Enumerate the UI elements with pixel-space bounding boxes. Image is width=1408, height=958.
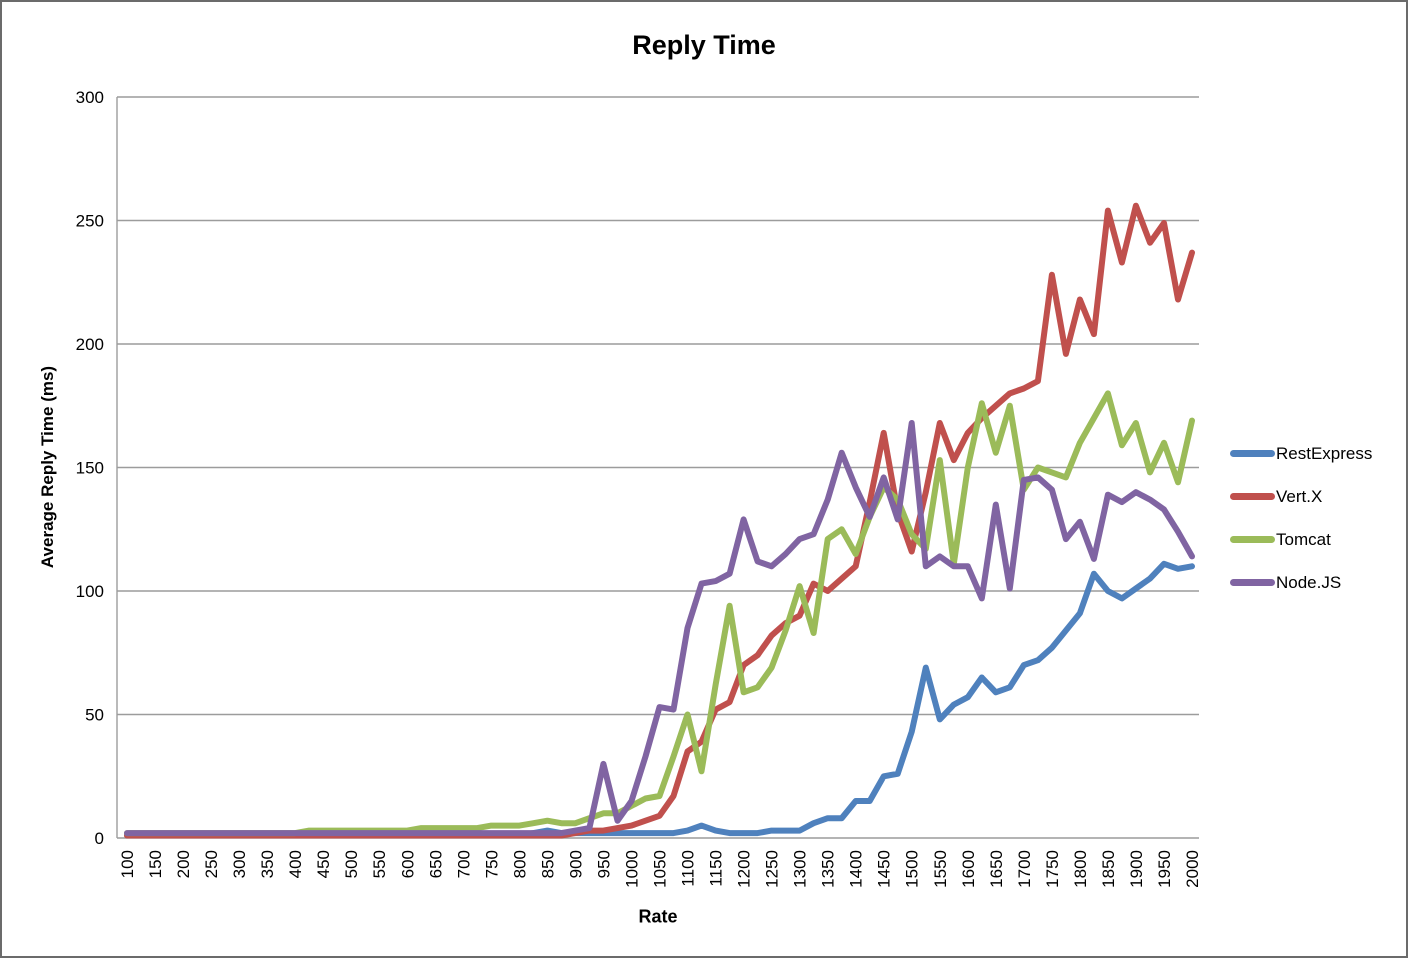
x-tick-label: 1700 — [1015, 850, 1034, 888]
x-tick-label: 400 — [286, 850, 305, 878]
x-tick-label: 1150 — [707, 850, 726, 887]
x-tick-label: 1300 — [791, 850, 810, 888]
x-tick-label: 1650 — [987, 850, 1006, 888]
x-tick-label: 650 — [426, 850, 445, 878]
x-tick-label: 1900 — [1127, 850, 1146, 888]
x-tick-label: 200 — [174, 850, 193, 878]
legend-label-tomcat: Tomcat — [1276, 529, 1331, 549]
x-tick-label: 1500 — [903, 850, 922, 888]
y-tick-label: 300 — [76, 88, 104, 107]
x-tick-label: 1350 — [819, 850, 838, 888]
legend-item: Tomcat — [1230, 518, 1372, 561]
x-tick-label: 500 — [342, 850, 361, 878]
legend: RestExpress Vert.X Tomcat Node.JS — [1230, 432, 1372, 604]
x-tick-label: 700 — [454, 850, 473, 878]
y-tick-label: 100 — [76, 582, 104, 601]
x-tick-label: 750 — [482, 850, 501, 878]
x-tick-label: 1850 — [1099, 850, 1118, 888]
x-tick-label: 600 — [398, 850, 417, 878]
y-tick-label: 0 — [95, 829, 104, 848]
x-tick-label: 1250 — [763, 850, 782, 888]
chart-title: Reply Time — [632, 30, 776, 60]
x-tick-label: 900 — [566, 850, 585, 878]
y-tick-label: 200 — [76, 335, 104, 354]
legend-swatch-tomcat — [1230, 536, 1275, 543]
x-tick-label: 950 — [594, 850, 613, 878]
legend-item: Node.JS — [1230, 561, 1372, 604]
x-tick-label: 1550 — [931, 850, 950, 888]
x-tick-label: 2000 — [1183, 850, 1202, 888]
x-tick-label: 300 — [230, 850, 249, 878]
x-tick-label: 100 — [118, 850, 137, 878]
x-tick-label: 800 — [510, 850, 529, 878]
y-tick-label: 50 — [85, 706, 104, 725]
x-tick-label: 1200 — [735, 850, 754, 888]
x-tick-label: 450 — [314, 850, 333, 878]
x-tick-label: 550 — [370, 850, 389, 878]
x-tick-label: 350 — [258, 850, 277, 878]
x-tick-label: 1400 — [847, 850, 866, 888]
x-tick-label: 1600 — [959, 850, 978, 888]
x-tick-label: 150 — [146, 850, 165, 878]
legend-swatch-vertx — [1230, 493, 1275, 500]
x-tick-label: 1950 — [1155, 850, 1174, 888]
x-tick-label: 1050 — [651, 850, 670, 888]
x-tick-label: 1000 — [622, 850, 641, 888]
x-tick-label: 1100 — [679, 850, 698, 887]
x-tick-label: 1800 — [1071, 850, 1090, 888]
legend-label-restexpress: RestExpress — [1276, 443, 1373, 463]
legend-swatch-restexpress — [1230, 450, 1275, 457]
legend-label-nodejs: Node.JS — [1276, 572, 1342, 592]
x-tick-label: 250 — [202, 850, 221, 878]
x-tick-label: 1450 — [875, 850, 894, 888]
y-tick-label: 150 — [76, 459, 104, 478]
series-line-tomcat — [124, 390, 1195, 837]
legend-item: Vert.X — [1230, 475, 1372, 518]
series-line-nodejs — [124, 420, 1195, 837]
series-line-vertx — [124, 202, 1195, 839]
y-tick-label: 250 — [76, 212, 104, 231]
x-tick-label: 1750 — [1043, 850, 1062, 888]
x-tick-label: 850 — [538, 850, 557, 878]
legend-swatch-nodejs — [1230, 579, 1275, 586]
x-axis-title: Rate — [638, 906, 678, 927]
legend-item: RestExpress — [1230, 432, 1372, 475]
legend-label-vertx: Vert.X — [1276, 486, 1323, 506]
